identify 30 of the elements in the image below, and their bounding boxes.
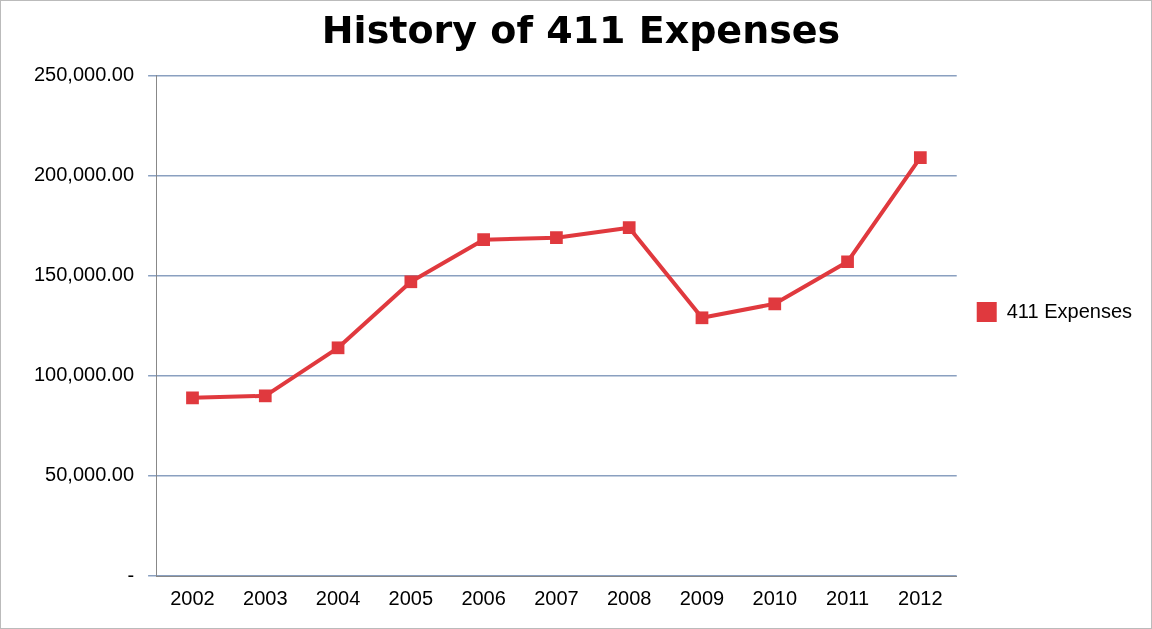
x-tick-label: 2011: [826, 586, 870, 609]
point: [913, 151, 927, 165]
chart-title: History of 411 Expenses: [321, 7, 841, 52]
y-tick-label: 50,000.00: [45, 463, 135, 486]
y-tick-label: 200,000.00: [33, 163, 135, 186]
point: [768, 297, 782, 311]
point: [258, 389, 272, 403]
x-tick-label: 2010: [752, 586, 798, 609]
x-tick-label: 2012: [898, 586, 943, 609]
y-tick-label: 150,000.00: [33, 263, 135, 286]
x-tick-label: 2004: [315, 586, 361, 609]
legend-label: 411 Expenses: [1006, 299, 1133, 322]
x-tick-label: 2005: [388, 586, 434, 609]
point: [186, 391, 199, 405]
point: [404, 275, 418, 289]
point: [477, 233, 490, 247]
x-tick-label: 2003: [243, 586, 288, 609]
x-tick-label: 2007: [534, 586, 579, 609]
x-tick-label: 2002: [170, 586, 215, 609]
y-tick-label: -: [127, 563, 135, 586]
y-tick-label: 250,000.00: [33, 63, 135, 86]
y-tick-label: 100,000.00: [33, 363, 135, 386]
point: [841, 255, 854, 269]
point: [622, 221, 636, 235]
point: [695, 311, 709, 325]
x-tick-label: 2008: [606, 586, 652, 609]
point: [331, 341, 345, 355]
x-tick-label: 2006: [461, 586, 506, 609]
point: [550, 231, 563, 245]
x-tick-label: 2009: [679, 586, 725, 609]
